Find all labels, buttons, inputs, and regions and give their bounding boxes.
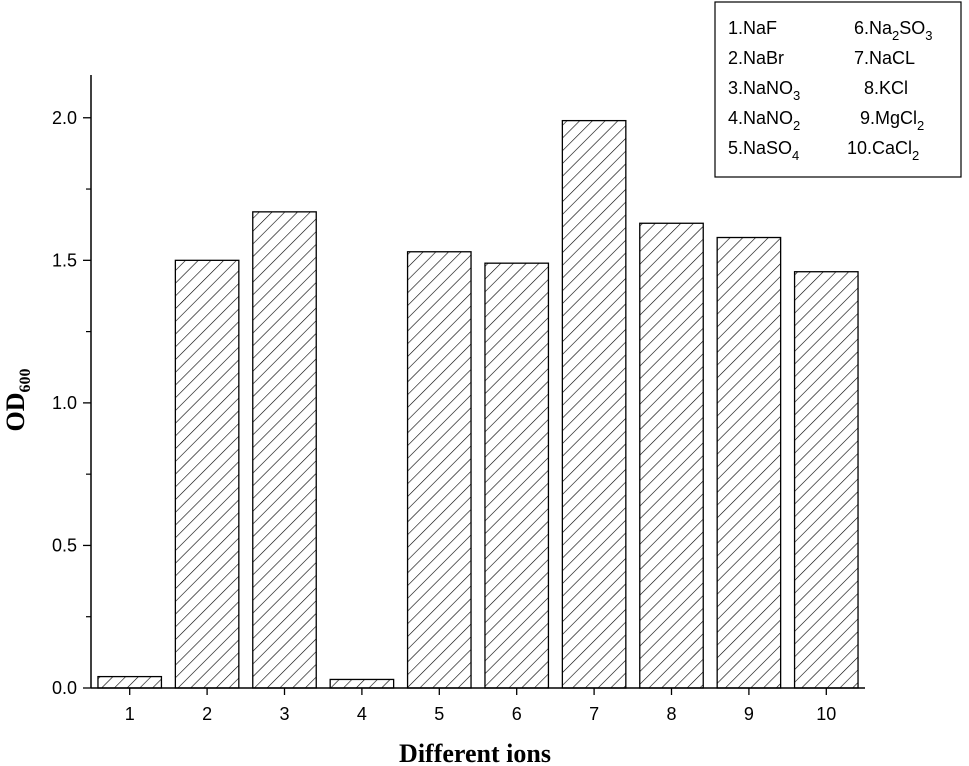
x-tick-label-6: 6 — [512, 704, 522, 724]
legend-entry-text: NaBr — [743, 48, 784, 68]
bar-1 — [97, 675, 163, 689]
legend-entry-text: KCl — [879, 78, 908, 98]
legend-entry-number: 7. — [854, 48, 869, 68]
legend-entry-number: 5. — [728, 138, 743, 158]
bar-3 — [252, 211, 317, 689]
legend-entry-2: 2.NaBr — [728, 48, 784, 68]
legend-entry-subscript: 2 — [917, 118, 924, 133]
y-axis-label: OD600 — [1, 369, 34, 432]
bar-8 — [639, 222, 704, 689]
y-tick-label-1.0: 1.0 — [52, 393, 77, 413]
legend-entry-subscript: 4 — [792, 148, 799, 163]
x-tick-label-4: 4 — [357, 704, 367, 724]
x-tick-label-9: 9 — [744, 704, 754, 724]
bar-7 — [561, 119, 627, 689]
x-tick-label-2: 2 — [202, 704, 212, 724]
legend-entry-9: 9.MgCl2 — [860, 108, 924, 133]
legend-entry-1: 1.NaF — [728, 18, 777, 38]
legend-entry-text: NaSO — [743, 138, 792, 158]
legend-entry-text: SO — [899, 18, 925, 38]
legend-entry-8: 8.KCl — [864, 78, 908, 98]
y-axis-label-main: OD — [1, 393, 30, 432]
legend-entry-number: 3. — [728, 78, 743, 98]
legend-entry-subscript: 3 — [793, 88, 800, 103]
legend-entry-10: 10.CaCl2 — [847, 138, 919, 163]
legend-entry-4: 4.NaNO2 — [728, 108, 800, 133]
y-tick-label-2.0: 2.0 — [52, 108, 77, 128]
bar-5 — [406, 251, 472, 689]
legend-entry-6: 6.Na2SO3 — [854, 18, 933, 43]
legend-entry-number: 10. — [847, 138, 872, 158]
legend-entry-text: NaNO — [743, 78, 793, 98]
legend-entry-subscript: 2 — [793, 118, 800, 133]
bar-6 — [484, 262, 550, 689]
bar-9 — [716, 236, 782, 689]
legend-box — [714, 1, 962, 178]
legend-entry-number: 1. — [728, 18, 743, 38]
y-tick-label-1.5: 1.5 — [52, 250, 77, 270]
svg-text:OD600: OD600 — [1, 369, 34, 432]
bar-4 — [329, 678, 395, 689]
legend-entry-text: MgCl — [875, 108, 917, 128]
legend-entry-text: NaNO — [743, 108, 793, 128]
legend-entry-number: 6. — [854, 18, 869, 38]
y-axis-label-subscript: 600 — [17, 369, 34, 393]
bar-10 — [793, 271, 859, 689]
y-tick-label-0.0: 0.0 — [52, 678, 77, 698]
x-tick-label-8: 8 — [666, 704, 676, 724]
x-tick-label-7: 7 — [589, 704, 599, 724]
legend-entry-subscript: 2 — [892, 28, 899, 43]
bars-layer — [97, 119, 859, 689]
legend-entry-number: 2. — [728, 48, 743, 68]
axes-layer — [90, 75, 865, 689]
legend-entry-subscript: 2 — [912, 148, 919, 163]
legend-entry-text: CaCl — [872, 138, 912, 158]
legend-entry-subscript: 3 — [925, 28, 932, 43]
legend-entry-number: 9. — [860, 108, 875, 128]
y-tick-label-0.5: 0.5 — [52, 535, 77, 555]
legend-entry-number: 4. — [728, 108, 743, 128]
x-tick-label-1: 1 — [125, 704, 135, 724]
x-axis-label: Different ions — [399, 739, 551, 766]
bar-2 — [174, 259, 240, 689]
legend-entry-text: NaCL — [869, 48, 915, 68]
legend-entry-3: 3.NaNO3 — [728, 78, 800, 103]
legend-entry-number: 8. — [864, 78, 879, 98]
x-tick-label-3: 3 — [279, 704, 289, 724]
x-tick-label-5: 5 — [434, 704, 444, 724]
legend-entry-text: NaF — [743, 18, 777, 38]
ticks-layer: 1 2 3 4 5 6 7 8 9 10 0.0 0.5 1.0 1.5 2.0 — [52, 108, 836, 724]
legend-entry-7: 7.NaCL — [854, 48, 915, 68]
legend-entry-text: Na — [869, 18, 893, 38]
x-tick-label-10: 10 — [816, 704, 836, 724]
legend-entry-5: 5.NaSO4 — [728, 138, 799, 163]
